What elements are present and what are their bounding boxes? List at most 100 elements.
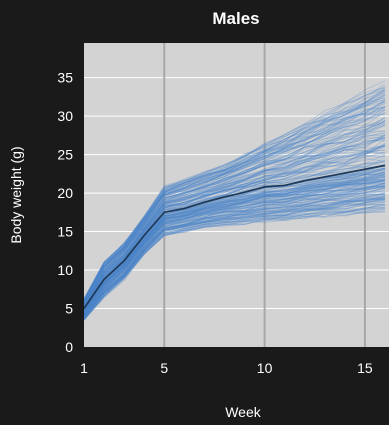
individual-line xyxy=(84,198,386,319)
individual-line xyxy=(84,134,386,305)
individual-line xyxy=(84,173,386,311)
y-tick-label: 20 xyxy=(57,185,73,201)
y-tick-label: 10 xyxy=(57,262,73,278)
y-tick-label: 25 xyxy=(57,147,73,163)
individual-line xyxy=(84,155,386,308)
individual-line xyxy=(84,179,386,313)
individual-line xyxy=(84,182,386,313)
y-tick-label: 30 xyxy=(57,108,73,124)
individual-line xyxy=(84,145,386,306)
individual-line xyxy=(84,190,386,316)
individual-line xyxy=(84,80,386,300)
individual-line xyxy=(84,117,386,304)
individual-line xyxy=(84,109,386,302)
individual-line xyxy=(84,187,386,315)
individual-line xyxy=(84,175,386,312)
individual-line xyxy=(84,164,386,309)
individual-line xyxy=(84,107,386,303)
individual-line xyxy=(84,193,386,316)
y-tick-label: 0 xyxy=(65,339,73,355)
individual-line xyxy=(84,98,386,301)
individual-line xyxy=(84,179,386,313)
individual-line xyxy=(84,197,386,318)
individual-line xyxy=(84,122,386,304)
mean-line xyxy=(84,164,386,310)
individual-line xyxy=(84,185,386,315)
individual-line xyxy=(84,168,386,310)
individual-line xyxy=(84,199,386,319)
individual-line xyxy=(84,176,386,312)
individual-line xyxy=(84,186,386,316)
individual-line xyxy=(84,189,386,316)
individual-line xyxy=(84,144,386,306)
individual-line xyxy=(84,113,386,303)
x-tick-label: 10 xyxy=(257,360,273,376)
individual-line xyxy=(84,119,386,304)
individual-line xyxy=(84,173,386,311)
individual-line xyxy=(84,207,386,321)
individual-line xyxy=(84,174,386,312)
individual-line xyxy=(84,171,386,311)
individual-line xyxy=(84,86,386,300)
individual-line xyxy=(84,87,386,299)
x-tick-label: 5 xyxy=(160,360,168,376)
individual-line xyxy=(84,198,386,318)
individual-line xyxy=(84,184,386,315)
individual-line xyxy=(84,140,386,306)
individual-line xyxy=(84,185,386,315)
individual-line xyxy=(84,198,386,317)
individual-line xyxy=(84,101,386,302)
individual-line xyxy=(84,98,386,301)
individual-line xyxy=(84,211,386,321)
individual-line xyxy=(84,122,386,305)
individual-line xyxy=(84,95,386,301)
individual-line xyxy=(84,191,386,315)
gridlines xyxy=(84,43,389,347)
individual-line xyxy=(84,173,386,313)
individual-line xyxy=(84,142,386,307)
individual-line xyxy=(84,207,386,320)
individual-line xyxy=(84,173,386,311)
individual-line xyxy=(84,204,386,319)
individual-line xyxy=(84,194,386,317)
individual-line xyxy=(84,196,386,317)
individual-line xyxy=(84,144,386,307)
individual-line xyxy=(84,203,386,319)
individual-line xyxy=(84,185,386,313)
individual-line xyxy=(84,105,386,302)
individual-line xyxy=(84,195,386,317)
individual-line xyxy=(84,180,386,313)
individual-line xyxy=(84,149,386,307)
individual-line xyxy=(84,92,386,301)
individual-line xyxy=(84,199,386,319)
individual-line xyxy=(84,171,386,312)
x-axis-label: Week xyxy=(225,404,262,420)
individual-line xyxy=(84,182,386,314)
individual-line xyxy=(84,172,386,311)
individual-line xyxy=(84,144,386,307)
individual-line xyxy=(84,194,386,316)
individual-line xyxy=(84,180,386,313)
individual-line xyxy=(84,94,386,301)
individual-line xyxy=(84,112,386,302)
individual-line xyxy=(84,120,386,305)
individual-line xyxy=(84,89,386,301)
individual-line xyxy=(84,179,386,313)
individual-line xyxy=(84,209,386,321)
individual-line xyxy=(84,106,386,304)
individual-line xyxy=(84,210,386,321)
individual-line xyxy=(84,89,386,301)
individual-line xyxy=(84,146,386,308)
individual-line xyxy=(84,183,386,314)
individual-line xyxy=(84,175,386,311)
individual-line xyxy=(84,174,386,312)
individual-line xyxy=(84,193,386,316)
individual-line xyxy=(84,139,386,306)
individual-line xyxy=(84,89,386,301)
individual-line xyxy=(84,93,386,302)
individual-line xyxy=(84,196,386,318)
individual-line xyxy=(84,97,386,302)
individual-line xyxy=(84,208,386,321)
individual-line xyxy=(84,168,386,310)
individual-line xyxy=(84,185,386,315)
